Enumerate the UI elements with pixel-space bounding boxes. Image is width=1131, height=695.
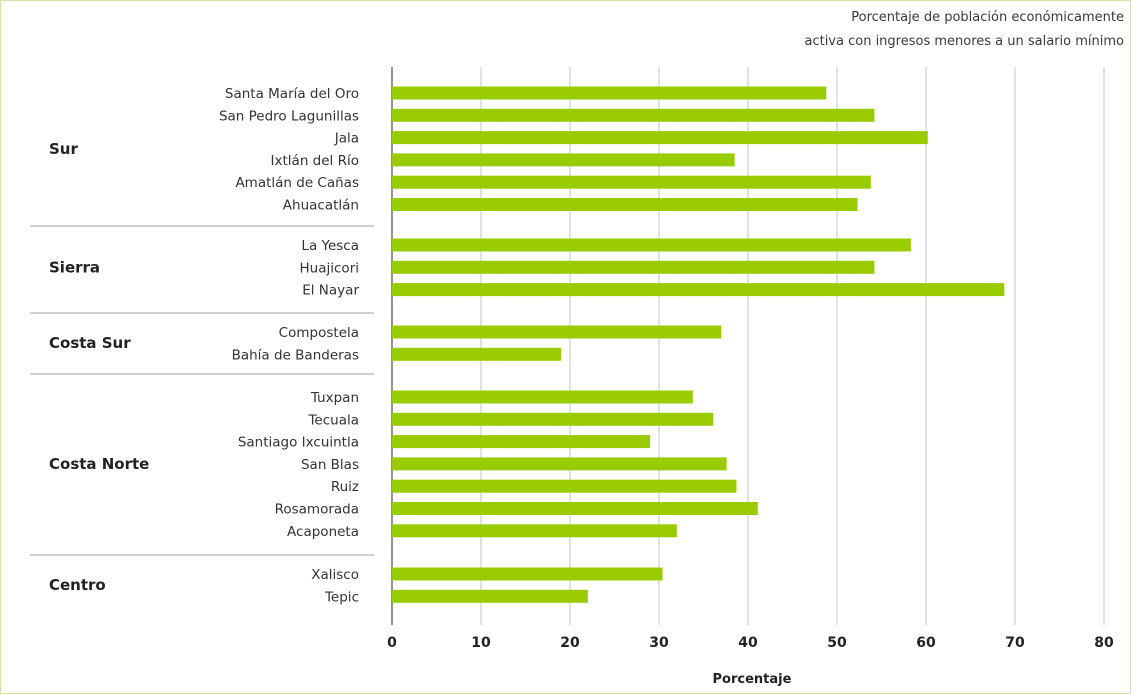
bar xyxy=(392,325,722,339)
category-label: Bahía de Banderas xyxy=(232,347,359,363)
bar xyxy=(392,589,588,603)
bar xyxy=(392,108,875,122)
bar xyxy=(392,198,858,211)
category-label: La Yesca xyxy=(301,238,359,254)
bar xyxy=(392,435,651,449)
category-label: Tepic xyxy=(324,589,359,605)
category-label: Jala xyxy=(334,131,359,147)
x-tick-label: 10 xyxy=(471,635,491,651)
x-tick-label: 0 xyxy=(387,635,397,651)
category-label: Tuxpan xyxy=(310,390,359,406)
x-tick-label: 30 xyxy=(649,635,669,651)
bar xyxy=(392,347,562,361)
bar xyxy=(392,412,714,426)
x-tick-label: 70 xyxy=(1005,635,1025,651)
bar xyxy=(392,479,737,493)
bar xyxy=(392,131,928,145)
bar xyxy=(392,175,871,189)
category-label: Ixtlán del Río xyxy=(271,153,359,169)
chart-title-line-1: Porcentaje de población económicamente xyxy=(851,10,1124,25)
category-label: Santiago Ixcuintla xyxy=(238,435,359,451)
category-label: San Pedro Lagunillas xyxy=(219,108,359,124)
bar xyxy=(392,238,911,252)
category-label: Santa María del Oro xyxy=(225,86,359,102)
x-tick-label: 50 xyxy=(827,635,847,651)
bar xyxy=(392,283,1005,297)
category-label: San Blas xyxy=(301,457,359,473)
category-label: Xalisco xyxy=(311,567,359,583)
bar xyxy=(392,567,663,581)
category-label: Amatlán de Cañas xyxy=(235,175,359,191)
bar xyxy=(392,524,677,538)
x-tick-label: 80 xyxy=(1094,635,1114,651)
chart-title-line-2: activa con ingresos menores a un salario… xyxy=(804,34,1124,49)
bar xyxy=(392,502,758,515)
x-tick-label: 40 xyxy=(738,635,758,651)
x-tick-label: 60 xyxy=(916,635,936,651)
bar xyxy=(392,86,827,100)
group-label: Costa Sur xyxy=(49,334,131,352)
category-label: Huajicori xyxy=(300,260,359,276)
bar xyxy=(392,153,735,167)
x-axis-title: Porcentaje xyxy=(713,672,792,687)
group-label: Sierra xyxy=(49,258,100,276)
category-label: Rosamorada xyxy=(275,502,359,518)
group-label: Centro xyxy=(49,576,106,594)
bar xyxy=(392,457,727,471)
bar xyxy=(392,260,875,274)
category-label: Tecuala xyxy=(307,412,359,428)
category-label: Compostela xyxy=(279,325,359,341)
category-label: Acaponeta xyxy=(287,524,359,540)
x-tick-label: 20 xyxy=(560,635,580,651)
group-label: Costa Norte xyxy=(49,455,149,473)
category-label: Ruiz xyxy=(331,479,359,495)
group-label: Sur xyxy=(49,140,78,158)
category-label: Ahuacatlán xyxy=(283,198,359,214)
category-label: El Nayar xyxy=(302,283,359,299)
bar xyxy=(392,390,693,404)
